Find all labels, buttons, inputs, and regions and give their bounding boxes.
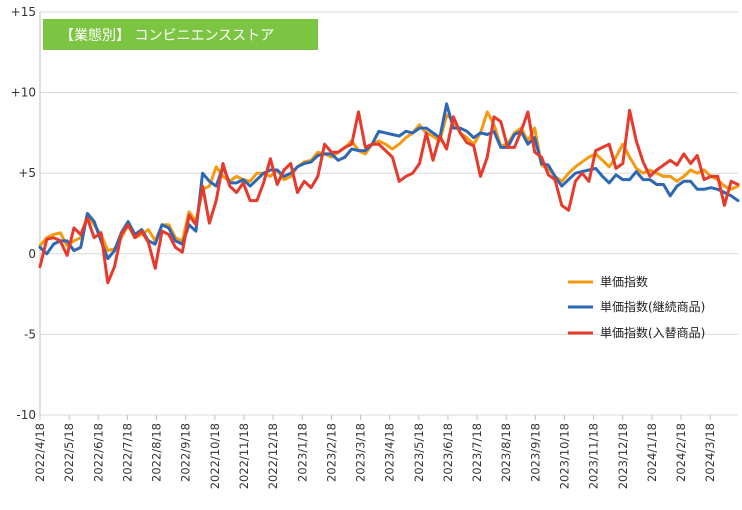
x-tick-label: 2022/11/18	[237, 423, 251, 489]
series-line-2	[38, 108, 740, 285]
x-tick-label: 2022/6/18	[91, 423, 105, 482]
x-tick-label: 2022/8/18	[150, 423, 164, 482]
x-tick-label: 2024/3/18	[703, 423, 717, 482]
x-tick-label: 2022/12/18	[266, 423, 280, 489]
x-tick-label: 2022/10/18	[208, 423, 222, 489]
x-tick-label: 2023/2/18	[324, 423, 338, 482]
y-tick-label: +15	[11, 5, 36, 19]
legend-label-0: 単価指数	[600, 274, 648, 289]
x-tick-label: 2023/9/18	[528, 423, 542, 482]
y-tick-label: +5	[18, 166, 36, 180]
y-tick-label: -10	[16, 408, 36, 422]
x-tick-label: 2023/6/18	[441, 423, 455, 482]
x-tick-label: 2024/2/18	[674, 423, 688, 482]
x-tick-label: 2023/8/18	[499, 423, 513, 482]
x-tick-label: 2023/10/18	[558, 423, 572, 489]
x-tick-label: 2023/11/18	[587, 423, 601, 489]
x-tick-label: 2023/4/18	[383, 423, 397, 482]
title-text: 【業態別】 コンビニエンスストア	[60, 28, 274, 44]
x-tick-label: 2022/7/18	[120, 423, 134, 482]
x-tick-label: 2023/3/18	[354, 423, 368, 482]
legend-label-1: 単価指数(継続商品)	[600, 299, 705, 314]
grid-lines	[40, 11, 738, 416]
x-tick-label: 2022/9/18	[179, 423, 193, 482]
x-tick-label: 2024/1/18	[645, 423, 659, 482]
x-tick-label: 2022/4/18	[33, 423, 47, 482]
series-line-1	[38, 102, 740, 261]
y-tick-label: 0	[28, 247, 36, 261]
y-tick-label: +10	[11, 86, 36, 100]
x-tick-label: 2023/12/18	[616, 423, 630, 489]
chart-title: 【業態別】 コンビニエンスストア	[43, 19, 318, 50]
x-tick-label: 2022/5/18	[62, 423, 76, 482]
title-background	[43, 19, 318, 50]
x-tick-label: 2023/1/18	[295, 423, 309, 482]
series-lines	[38, 102, 740, 285]
x-tick-label: 2023/7/18	[470, 423, 484, 482]
y-tick-label: -5	[24, 327, 36, 341]
x-tick-label: 2023/5/18	[412, 423, 426, 482]
legend-label-2: 単価指数(入替商品)	[600, 325, 705, 340]
